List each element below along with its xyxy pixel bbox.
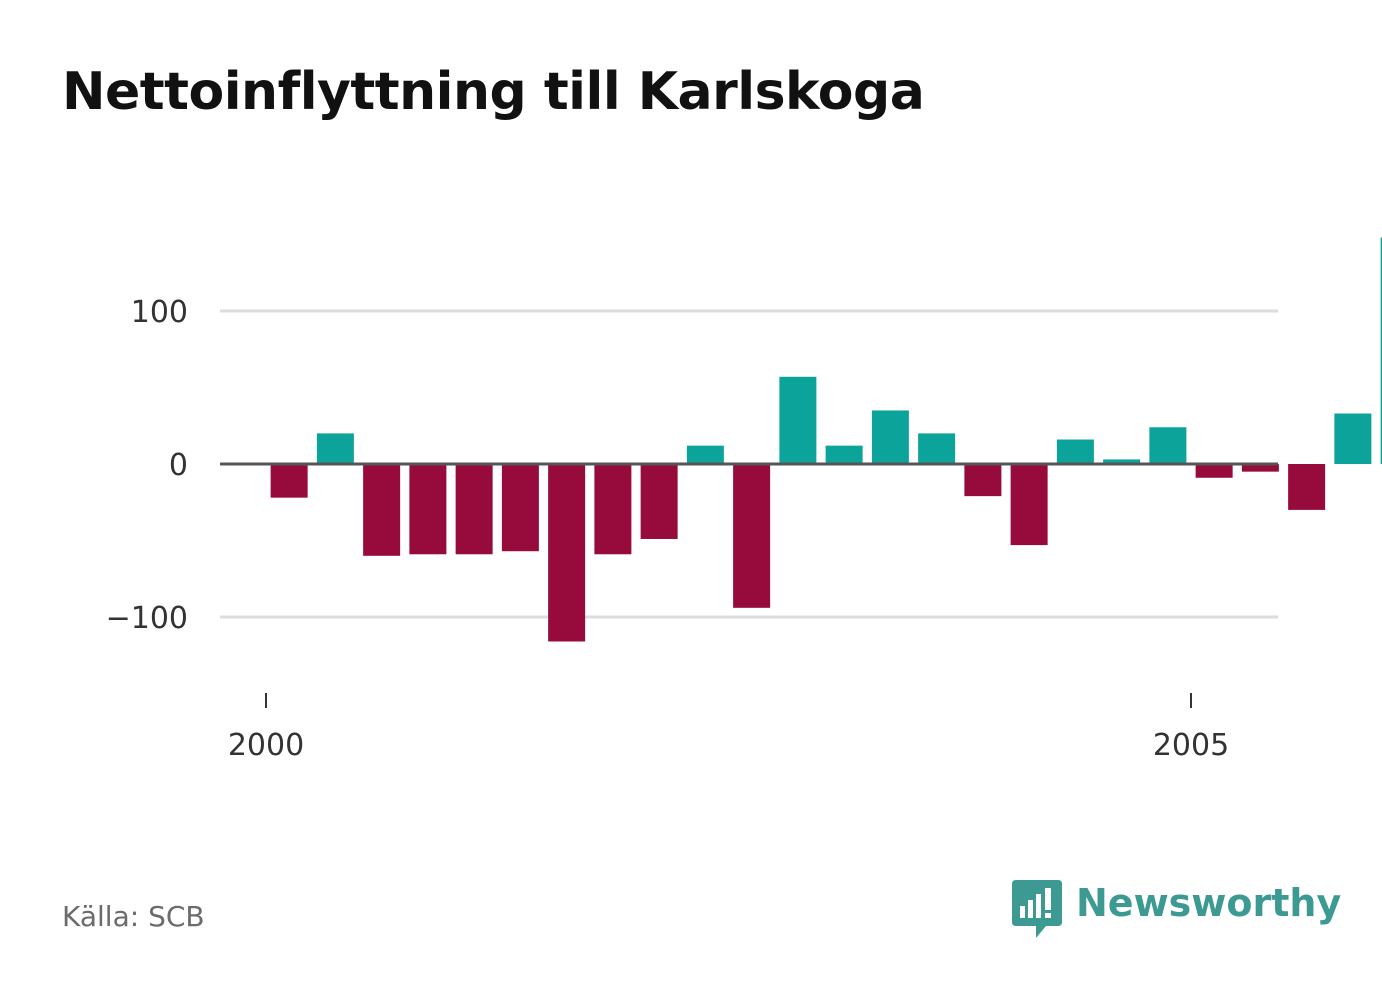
bars xyxy=(270,237,1382,642)
y-tick-label: 0 xyxy=(169,448,188,483)
grid-lines xyxy=(220,309,1278,619)
bar-negative xyxy=(409,464,447,555)
bar-positive xyxy=(1334,413,1372,464)
bar-negative xyxy=(640,464,678,539)
bar-positive xyxy=(825,445,863,464)
bar-positive xyxy=(686,445,724,464)
bar-positive xyxy=(779,376,817,464)
bar-negative xyxy=(1010,464,1048,546)
page-title: Nettoinflyttning till Karlskoga xyxy=(62,62,925,122)
bar-positive xyxy=(918,433,956,464)
bar-negative xyxy=(733,464,771,608)
bar-negative xyxy=(964,464,1002,497)
newsworthy-chart-icon xyxy=(1012,880,1062,938)
bar-negative xyxy=(501,464,539,552)
newsworthy-logo: Newsworthy xyxy=(1012,880,1341,940)
bar-positive xyxy=(871,410,909,464)
bar-positive xyxy=(316,433,354,464)
bar-negative xyxy=(1288,464,1326,510)
y-tick-label: 100 xyxy=(131,295,188,330)
bar-negative xyxy=(1195,464,1233,478)
x-tick-label: 2000 xyxy=(228,728,304,763)
brand-name: Newsworthy xyxy=(1076,881,1342,925)
bar-positive xyxy=(1380,237,1382,464)
x-tick-label: 2005 xyxy=(1153,728,1229,763)
bar-negative xyxy=(455,464,493,555)
bar-positive xyxy=(1149,427,1187,464)
bar-negative xyxy=(363,464,401,556)
bar-positive xyxy=(1103,459,1141,464)
y-tick-label: −100 xyxy=(106,601,188,636)
source-label: Källa: SCB xyxy=(62,900,205,933)
bar-negative xyxy=(270,464,308,498)
bar-positive xyxy=(1056,439,1094,464)
bar-negative xyxy=(594,464,632,555)
bar-negative xyxy=(1241,464,1279,472)
bar-negative xyxy=(548,464,586,642)
